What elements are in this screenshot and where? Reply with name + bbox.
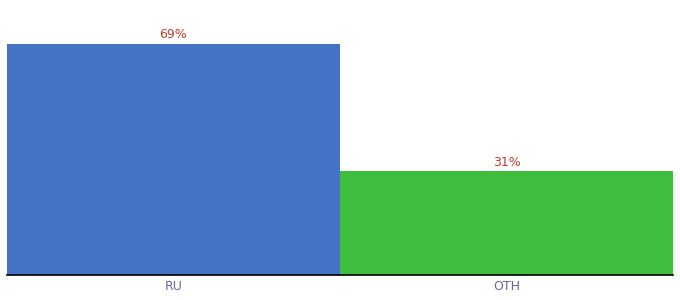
- Bar: [340, 171, 673, 275]
- Bar: [7, 44, 340, 275]
- Text: 69%: 69%: [160, 28, 188, 41]
- Text: 31%: 31%: [492, 156, 520, 169]
